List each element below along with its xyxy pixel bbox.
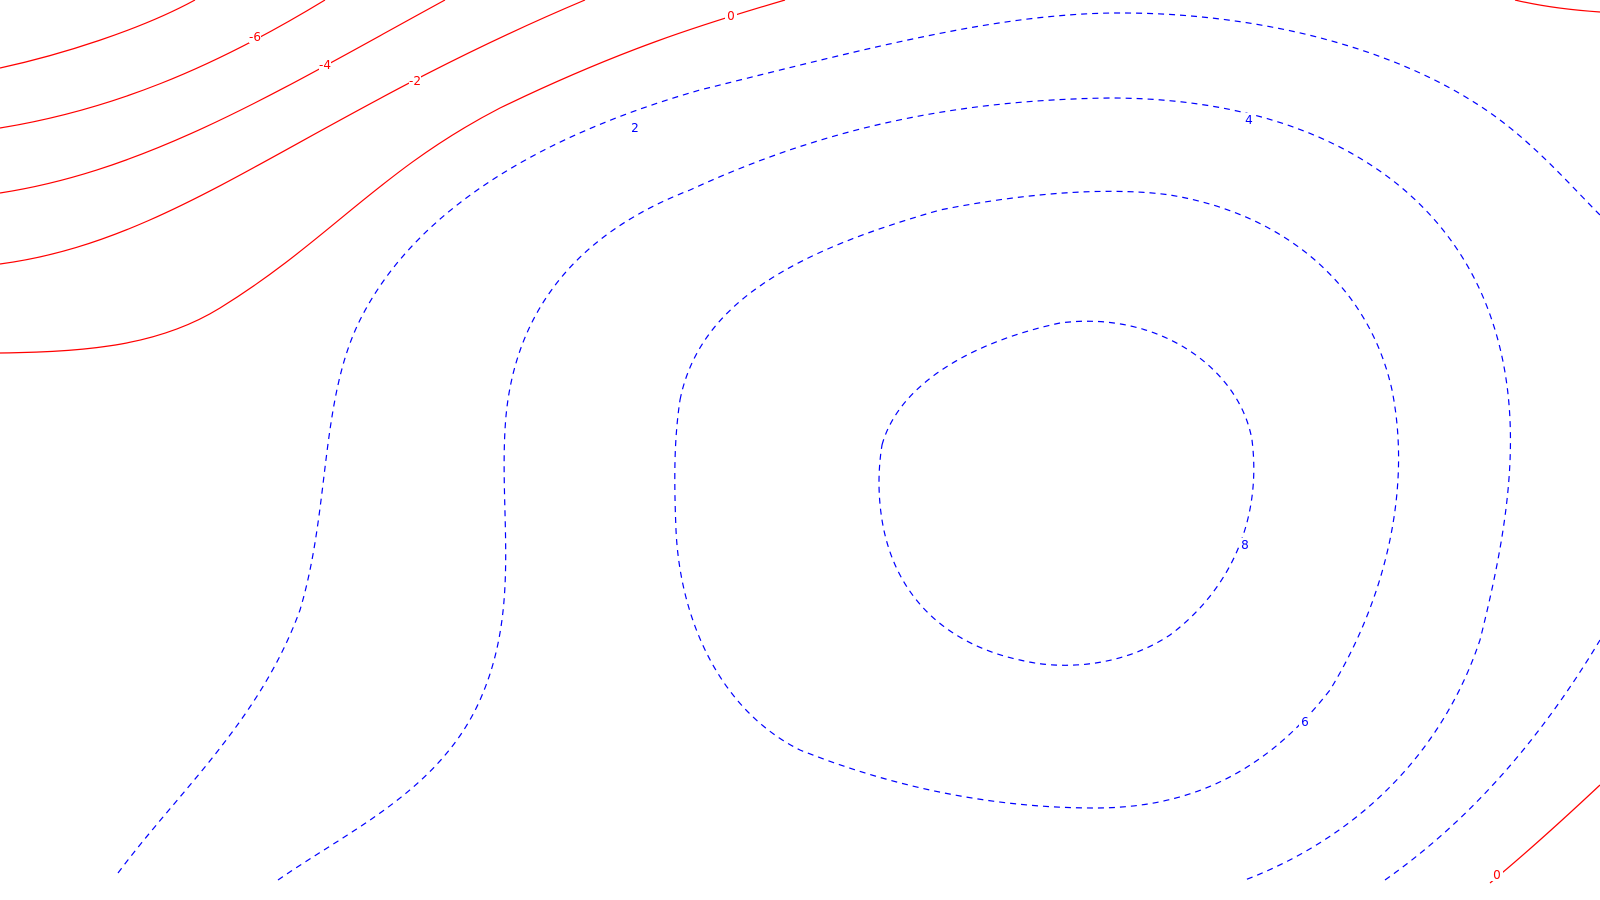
contour-line-6-10 [674,190,1400,809]
contour-label-2-5: 2 [631,121,639,135]
contour-line-0-4 [0,0,786,354]
contour-line-4-9 [277,97,1512,881]
contour-label-neg6-0: -6 [249,30,261,44]
contour-label-bg-0 [249,30,261,43]
contour-label-4-6: 4 [1245,113,1253,127]
contour-label-neg2-2: -2 [409,74,421,88]
contour-label-8-8: 8 [1241,538,1249,552]
contour-line-2-7 [117,12,1600,874]
contour-labels: -6 -4 -2 0 0 2 4 6 8 [249,9,1503,882]
contour-line-neg4-2 [0,0,446,194]
contour-label-0-4: 0 [1493,868,1501,882]
contour-line-0-6 [1489,784,1600,884]
contour-label-bg-1 [319,58,331,71]
contour-label-bg-7 [1299,715,1311,728]
contour-line-2-8 [1384,639,1600,881]
contour-line-neg6-1 [0,0,326,129]
contour-label-neg4-1: -4 [319,58,331,72]
contour-label-bg-5 [629,121,641,134]
contour-label-bg-6 [1243,113,1255,126]
contour-label-bg-8 [1239,538,1251,551]
contour-label-0-3: 0 [727,9,735,23]
contour-label-bg-3 [725,9,737,22]
contour-label-bg-4 [1491,868,1503,881]
contour-line-neg8-0 [0,0,196,69]
contour-label-bg-2 [409,74,421,87]
contour-label-6-7: 6 [1301,715,1309,729]
contour-line-8-11 [878,320,1255,666]
contour-line-0-5 [1514,0,1600,13]
contour-line-neg2-3 [0,0,586,265]
